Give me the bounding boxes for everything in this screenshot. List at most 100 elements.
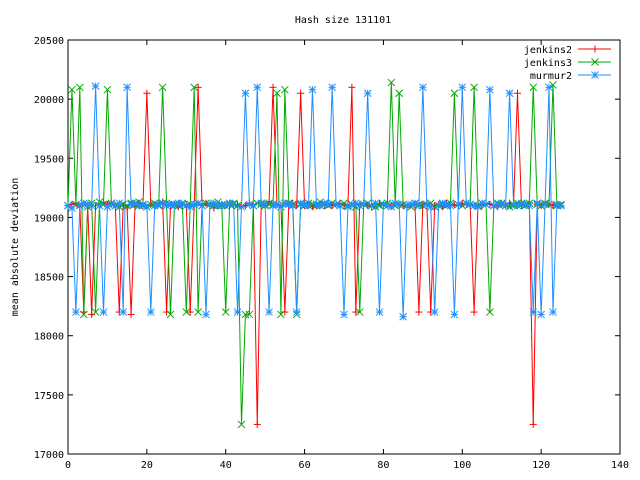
data-point-jenkins3 — [529, 83, 538, 92]
data-point-murmur2 — [486, 85, 494, 94]
data-point-murmur2 — [241, 89, 250, 98]
chart-title: Hash size 131101 — [295, 15, 391, 26]
data-point-murmur2 — [72, 308, 80, 316]
data-point-murmur2 — [119, 308, 128, 316]
data-point-jenkins2 — [513, 89, 521, 97]
data-point-murmur2 — [292, 308, 301, 316]
data-point-murmur2 — [426, 202, 435, 211]
data-point-murmur2 — [549, 308, 557, 316]
y-tick-label: 19500 — [34, 154, 64, 165]
data-point-murmur2 — [324, 200, 333, 209]
data-point-jenkins2 — [88, 310, 96, 318]
data-point-murmur2 — [288, 201, 297, 210]
data-point-murmur2 — [340, 310, 348, 319]
x-tick-label: 60 — [299, 460, 311, 471]
data-point-jenkins3 — [241, 310, 250, 319]
y-tick-label: 20500 — [34, 36, 64, 47]
y-tick-label: 18500 — [34, 273, 64, 284]
data-point-murmur2 — [123, 83, 131, 92]
data-point-murmur2 — [312, 200, 321, 209]
legend-marker-jenkins3 — [591, 58, 599, 66]
data-point-murmur2 — [545, 83, 553, 92]
data-point-jenkins2 — [143, 89, 151, 97]
data-point-jenkins2 — [253, 420, 261, 428]
data-point-jenkins3 — [273, 89, 281, 98]
series-murmur2 — [64, 82, 565, 321]
series-jenkins3 — [64, 78, 565, 429]
data-point-murmur2 — [529, 308, 538, 316]
legend-label-murmur2: murmur2 — [530, 71, 572, 82]
data-point-murmur2 — [68, 204, 76, 212]
x-tick-label: 40 — [220, 460, 232, 471]
data-point-murmur2 — [143, 202, 151, 211]
data-point-murmur2 — [422, 200, 431, 209]
data-point-jenkins3 — [281, 85, 289, 94]
legend-label-jenkins2: jenkins2 — [524, 45, 572, 56]
data-point-murmur2 — [249, 201, 258, 210]
data-point-murmur2 — [533, 199, 542, 208]
data-point-jenkins3 — [158, 83, 167, 92]
y-axis-label: mean absolute deviation — [10, 178, 21, 316]
x-tick-label: 20 — [141, 460, 153, 471]
data-point-murmur2 — [265, 308, 273, 316]
data-point-jenkins2 — [415, 308, 423, 316]
data-point-murmur2 — [91, 82, 100, 90]
data-point-murmur2 — [419, 83, 427, 92]
y-tick-label: 18000 — [34, 332, 64, 343]
y-tick-label: 20000 — [34, 95, 64, 106]
data-point-murmur2 — [115, 199, 124, 208]
data-point-murmur2 — [375, 308, 384, 316]
data-point-jenkins3 — [68, 85, 76, 94]
data-point-jenkins3 — [103, 85, 112, 94]
y-tick-label: 17000 — [34, 450, 64, 461]
data-point-jenkins2 — [265, 198, 273, 206]
data-point-murmur2 — [146, 308, 155, 316]
data-point-murmur2 — [541, 200, 549, 209]
data-point-murmur2 — [336, 201, 344, 210]
data-point-murmur2 — [328, 83, 337, 92]
data-point-jenkins3 — [450, 89, 459, 98]
data-point-jenkins2 — [127, 310, 135, 318]
data-point-jenkins3 — [194, 308, 202, 316]
data-point-jenkins3 — [470, 83, 478, 92]
axes: 0 20 40 60 80 100 120 140 17000 17500 18000 18500 19… — [34, 36, 629, 471]
data-point-jenkins2 — [163, 308, 171, 316]
data-point-murmur2 — [430, 308, 439, 316]
data-point-murmur2 — [395, 200, 404, 209]
data-point-jenkins3 — [387, 78, 396, 87]
legend-marker-murmur2 — [591, 71, 599, 79]
data-point-jenkins3 — [190, 83, 199, 92]
data-point-murmur2 — [237, 202, 246, 211]
legend-marker-jenkins2 — [591, 45, 599, 53]
data-point-murmur2 — [95, 201, 104, 210]
data-point-murmur2 — [253, 83, 262, 92]
data-point-murmur2 — [304, 201, 313, 210]
data-point-murmur2 — [99, 308, 108, 316]
data-point-murmur2 — [363, 89, 372, 98]
data-point-murmur2 — [505, 89, 514, 98]
data-point-murmur2 — [371, 199, 380, 208]
data-point-jenkins3 — [182, 308, 191, 316]
data-point-jenkins3 — [166, 310, 175, 319]
data-point-murmur2 — [458, 83, 467, 92]
series-line-murmur2 — [67, 86, 562, 317]
data-point-murmur2 — [482, 200, 490, 209]
plot-frame — [67, 39, 621, 455]
data-point-murmur2 — [87, 201, 96, 210]
data-point-murmur2 — [537, 310, 545, 319]
series-layer — [64, 78, 565, 429]
data-point-jenkins2 — [186, 308, 194, 316]
data-point-murmur2 — [442, 200, 451, 209]
data-point-jenkins3 — [221, 308, 230, 316]
data-point-jenkins3 — [91, 308, 100, 316]
data-point-jenkins3 — [79, 310, 88, 319]
y-tick-label: 19000 — [34, 213, 64, 224]
y-tick-label: 17500 — [34, 391, 64, 402]
data-point-jenkins2 — [352, 308, 360, 316]
data-point-murmur2 — [525, 201, 534, 210]
data-point-jenkins2 — [194, 83, 202, 91]
data-point-murmur2 — [557, 201, 565, 210]
data-point-murmur2 — [415, 201, 423, 210]
data-point-murmur2 — [501, 201, 510, 210]
